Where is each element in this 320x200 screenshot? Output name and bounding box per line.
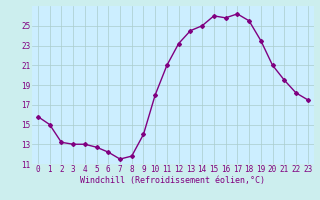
X-axis label: Windchill (Refroidissement éolien,°C): Windchill (Refroidissement éolien,°C)	[80, 176, 265, 185]
